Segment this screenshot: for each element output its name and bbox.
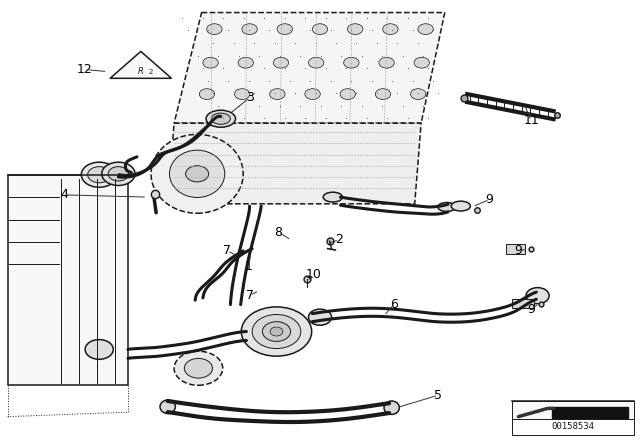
- Circle shape: [344, 57, 359, 68]
- Circle shape: [252, 314, 301, 349]
- Ellipse shape: [384, 401, 399, 414]
- Text: 11: 11: [524, 114, 539, 128]
- Circle shape: [348, 24, 363, 34]
- Text: 10: 10: [306, 267, 321, 281]
- Circle shape: [242, 24, 257, 34]
- Ellipse shape: [323, 192, 342, 202]
- Polygon shape: [110, 52, 172, 78]
- Polygon shape: [8, 175, 128, 385]
- Text: 4: 4: [60, 188, 68, 202]
- Text: 2: 2: [148, 69, 152, 75]
- Circle shape: [418, 24, 433, 34]
- Circle shape: [270, 327, 283, 336]
- Polygon shape: [512, 299, 534, 308]
- Text: 5: 5: [435, 388, 442, 402]
- Circle shape: [526, 288, 549, 304]
- Polygon shape: [168, 123, 421, 204]
- Circle shape: [273, 57, 289, 68]
- Circle shape: [410, 89, 426, 99]
- Text: 12: 12: [77, 63, 92, 76]
- Circle shape: [262, 322, 291, 341]
- Ellipse shape: [160, 400, 175, 414]
- Ellipse shape: [151, 134, 243, 213]
- Ellipse shape: [438, 202, 456, 211]
- Circle shape: [238, 57, 253, 68]
- Circle shape: [375, 89, 390, 99]
- Circle shape: [199, 89, 214, 99]
- Circle shape: [379, 57, 394, 68]
- Text: 3: 3: [246, 91, 253, 104]
- Circle shape: [312, 24, 328, 34]
- Text: 8: 8: [275, 225, 282, 239]
- Circle shape: [308, 57, 324, 68]
- Polygon shape: [512, 419, 634, 435]
- Ellipse shape: [170, 150, 225, 198]
- Circle shape: [184, 358, 212, 378]
- Circle shape: [207, 24, 222, 34]
- Circle shape: [269, 89, 285, 99]
- Circle shape: [305, 89, 320, 99]
- Text: 2: 2: [335, 233, 343, 246]
- Polygon shape: [506, 244, 525, 254]
- Polygon shape: [512, 401, 634, 419]
- Circle shape: [234, 89, 250, 99]
- Text: 9: 9: [527, 302, 535, 316]
- Text: 7: 7: [246, 289, 253, 302]
- Circle shape: [277, 24, 292, 34]
- Circle shape: [186, 166, 209, 182]
- Text: 7: 7: [223, 244, 231, 258]
- Text: 6: 6: [390, 298, 397, 311]
- Circle shape: [340, 89, 355, 99]
- Ellipse shape: [206, 110, 236, 127]
- Circle shape: [102, 162, 135, 185]
- Circle shape: [383, 24, 398, 34]
- Polygon shape: [174, 13, 445, 123]
- Polygon shape: [552, 407, 628, 418]
- Circle shape: [414, 57, 429, 68]
- Text: 9: 9: [486, 193, 493, 206]
- Text: 00158534: 00158534: [551, 422, 595, 431]
- Ellipse shape: [211, 113, 230, 125]
- Circle shape: [108, 167, 129, 181]
- Circle shape: [174, 351, 223, 385]
- Circle shape: [85, 340, 113, 359]
- Ellipse shape: [451, 201, 470, 211]
- Text: 1: 1: [244, 260, 252, 273]
- Circle shape: [241, 307, 312, 356]
- Text: R: R: [138, 67, 144, 76]
- Circle shape: [203, 57, 218, 68]
- Circle shape: [308, 309, 332, 325]
- Circle shape: [88, 167, 111, 183]
- Text: 9: 9: [515, 244, 522, 258]
- Circle shape: [81, 162, 117, 187]
